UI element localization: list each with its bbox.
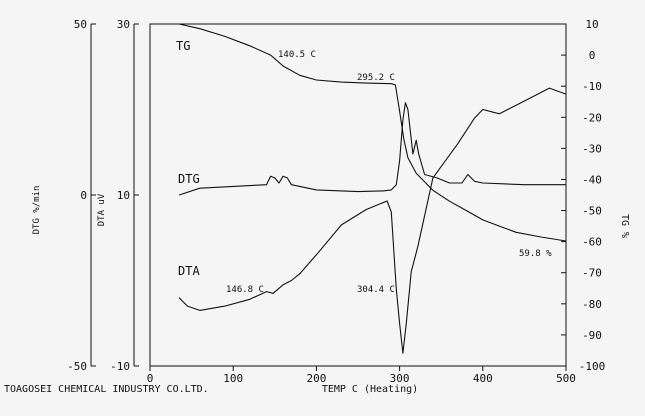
series-tg-line [178, 23, 567, 242]
tg-tick-label--50: -50 [582, 205, 602, 218]
tg-tick-label--60: -60 [582, 236, 602, 249]
dtg-axis-label: DTG %/min [32, 186, 42, 235]
annotation-146-8: 146.8 C [226, 285, 264, 295]
tg-tick-label--40: -40 [582, 173, 602, 186]
tg-tick-label--10: -10 [582, 80, 602, 93]
plot-frame [90, 23, 567, 367]
dta-axis-label: DTA uV [97, 193, 107, 226]
series-dta-line [178, 87, 567, 354]
x-tick-label-0: 0 [147, 372, 154, 385]
dtg-tick-label-50: 50 [74, 18, 87, 31]
dta-tick-label-10: 10 [117, 189, 130, 202]
x-tick-label-500: 500 [556, 372, 576, 385]
company-name: TOAGOSEI CHEMICAL INDUSTRY CO.LTD. [4, 384, 209, 395]
dtg-tick-label-0: 0 [80, 189, 87, 202]
dtg-tick-label--50: -50 [67, 360, 87, 373]
tg-tick-label--70: -70 [582, 267, 602, 280]
data-series [178, 23, 567, 354]
x-tick-label-400: 400 [473, 372, 493, 385]
x-tick-label-200: 200 [306, 372, 326, 385]
tg-tick-label--80: -80 [582, 298, 602, 311]
series-label-dta: DTA [178, 264, 200, 278]
tg-axis-label: TG % [619, 214, 630, 238]
tg-tick-label--30: -30 [582, 142, 602, 155]
plot-area [149, 23, 567, 367]
tg-tick-label--100: -100 [579, 360, 606, 373]
dta-tick-label-30: 30 [117, 18, 130, 31]
dta-tick-label--10: -10 [110, 360, 130, 373]
annotation-59-8: 59.8 % [519, 249, 552, 259]
annotation-304-4: 304.4 C [357, 285, 395, 295]
tg-tick-label--20: -20 [582, 111, 602, 124]
x-tick-label-100: 100 [223, 372, 243, 385]
tg-tick-label-10: 10 [585, 18, 598, 31]
series-label-dtg: DTG [178, 172, 200, 186]
x-axis-label: TEMP C (Heating) [322, 384, 418, 395]
tg-tick-label--90: -90 [582, 329, 602, 342]
tg-tick-label-0: 0 [589, 49, 596, 62]
series-dtg-line [178, 102, 566, 196]
annotation-295-2: 295.2 C [357, 73, 395, 83]
annotation-140-5: 140.5 C [278, 50, 316, 60]
x-tick-label-300: 300 [390, 372, 410, 385]
series-label-tg: TG [176, 39, 190, 53]
